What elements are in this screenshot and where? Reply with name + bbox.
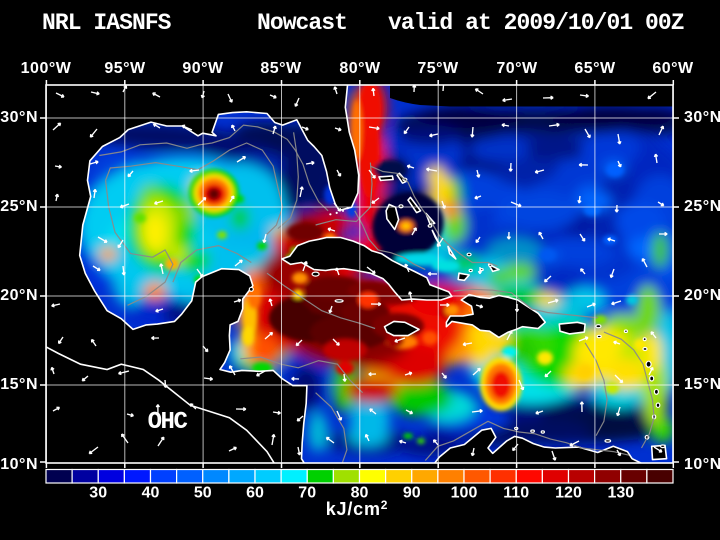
svg-text:95°W: 95°W	[104, 60, 146, 77]
svg-text:130: 130	[607, 485, 634, 502]
svg-text:40: 40	[142, 485, 160, 502]
svg-text:90: 90	[403, 485, 421, 502]
svg-text:20°N: 20°N	[684, 287, 720, 304]
svg-text:100: 100	[451, 485, 478, 502]
svg-text:kJ/cm2: kJ/cm2	[326, 498, 389, 519]
svg-text:60°W: 60°W	[652, 60, 694, 77]
svg-text:NRL IASNFS: NRL IASNFS	[42, 10, 172, 36]
svg-text:20°N: 20°N	[0, 287, 38, 304]
svg-text:25°N: 25°N	[0, 198, 38, 215]
svg-text:80°W: 80°W	[339, 60, 381, 77]
svg-text:10°N: 10°N	[684, 456, 720, 473]
svg-text:110: 110	[503, 485, 529, 502]
svg-text:30°N: 30°N	[684, 109, 720, 126]
svg-text:OHC: OHC	[148, 409, 188, 436]
svg-text:100°W: 100°W	[21, 60, 72, 77]
svg-text:15°N: 15°N	[684, 376, 720, 393]
svg-text:25°N: 25°N	[684, 198, 720, 215]
svg-text:80: 80	[351, 485, 369, 502]
svg-text:30: 30	[89, 485, 107, 502]
svg-text:65°W: 65°W	[574, 60, 616, 77]
svg-text:85°W: 85°W	[260, 60, 302, 77]
svg-text:30°N: 30°N	[0, 109, 38, 126]
svg-text:75°W: 75°W	[417, 60, 459, 77]
svg-text:valid at 2009/10/01 00Z: valid at 2009/10/01 00Z	[388, 10, 684, 36]
svg-text:Nowcast: Nowcast	[257, 10, 347, 36]
svg-text:70°W: 70°W	[496, 60, 538, 77]
svg-text:50: 50	[194, 485, 212, 502]
svg-text:10°N: 10°N	[0, 456, 38, 473]
svg-text:70: 70	[298, 485, 316, 502]
svg-text:120: 120	[555, 485, 582, 502]
svg-text:60: 60	[246, 485, 264, 502]
svg-text:90°W: 90°W	[182, 60, 224, 77]
svg-text:15°N: 15°N	[0, 376, 38, 393]
